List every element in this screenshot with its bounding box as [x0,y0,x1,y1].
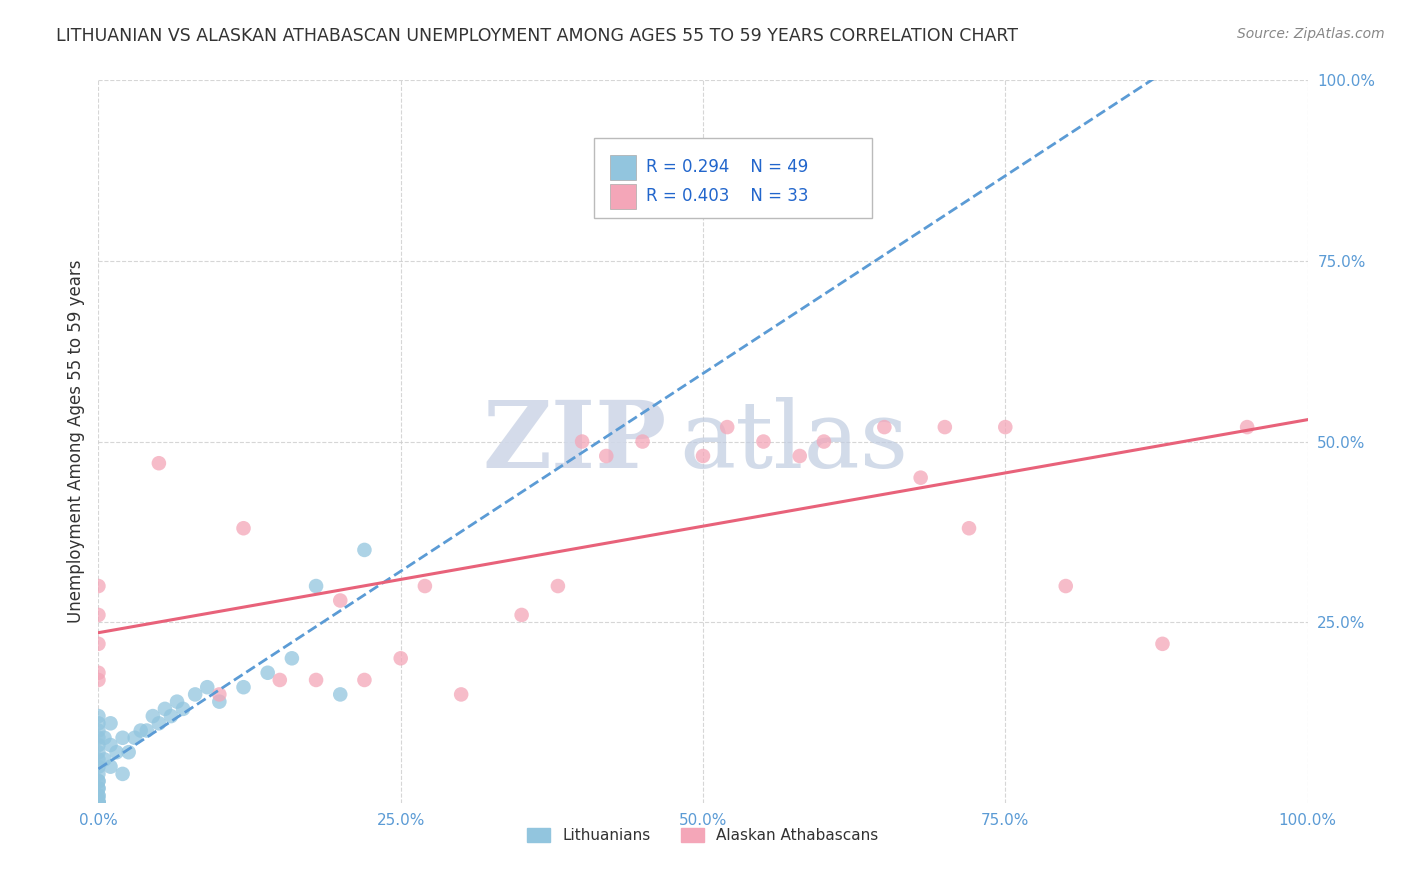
Point [87,792,110,806]
Point [153,702,176,716]
Point [142,709,165,723]
Point [118,745,141,759]
Point [510,607,533,622]
Point [87,637,110,651]
Y-axis label: Unemployment Among Ages 55 to 59 years: Unemployment Among Ages 55 to 59 years [66,260,84,624]
Point [87,607,110,622]
Point [111,731,134,745]
Text: ZIP: ZIP [482,397,666,486]
Point [87,796,110,810]
Point [87,673,110,687]
Text: R = 0.294    N = 49: R = 0.294 N = 49 [647,158,808,176]
Point [166,695,188,709]
Point [329,593,352,607]
Text: Source: ZipAtlas.com: Source: ZipAtlas.com [1237,27,1385,41]
Point [93,752,115,766]
Point [184,687,207,701]
Point [994,420,1017,434]
Point [87,665,110,680]
Point [789,449,811,463]
Point [93,731,115,745]
Point [934,420,956,434]
Point [87,723,110,738]
Point [148,456,170,470]
Text: R = 0.403    N = 33: R = 0.403 N = 33 [647,187,808,205]
Point [813,434,835,449]
Point [716,420,738,434]
Point [124,731,146,745]
Point [160,709,183,723]
Point [232,680,254,694]
FancyBboxPatch shape [595,138,872,218]
Point [172,702,194,716]
Point [87,789,110,803]
Point [87,796,110,810]
Point [1152,637,1174,651]
Point [87,796,110,810]
Point [87,767,110,781]
Point [87,738,110,752]
Point [129,723,152,738]
Point [208,695,231,709]
Point [100,738,122,752]
Point [100,716,122,731]
Point [87,745,110,759]
Point [87,709,110,723]
Point [87,781,110,796]
Point [692,449,714,463]
Point [1236,420,1258,434]
Point [413,579,436,593]
Point [910,470,932,484]
Point [305,579,328,593]
Text: atlas: atlas [679,397,908,486]
Point [353,542,375,557]
Point [571,434,593,449]
Point [87,752,110,766]
Point [208,687,231,701]
Point [87,716,110,731]
Point [135,723,157,738]
Point [873,420,896,434]
Point [87,774,110,789]
Point [87,579,110,593]
Point [752,434,775,449]
Point [631,434,654,449]
Point [450,687,472,701]
Point [389,651,412,665]
Point [87,796,110,810]
FancyBboxPatch shape [610,185,637,209]
Point [148,716,170,731]
Point [256,665,278,680]
Text: LITHUANIAN VS ALASKAN ATHABASCAN UNEMPLOYMENT AMONG AGES 55 TO 59 YEARS CORRELAT: LITHUANIAN VS ALASKAN ATHABASCAN UNEMPLO… [56,27,1018,45]
Point [87,796,110,810]
Point [232,521,254,535]
Point [87,731,110,745]
Point [329,687,352,701]
Point [547,579,569,593]
Point [195,680,218,694]
Point [353,673,375,687]
Point [269,673,291,687]
Point [111,767,134,781]
Point [87,774,110,789]
Point [87,796,110,810]
Point [305,673,328,687]
Legend: Lithuanians, Alaskan Athabascans: Lithuanians, Alaskan Athabascans [522,822,884,849]
Point [957,521,980,535]
Point [1054,579,1077,593]
Point [87,760,110,774]
Point [87,781,110,796]
Point [281,651,304,665]
Point [595,449,617,463]
Point [100,760,122,774]
Point [105,745,128,759]
FancyBboxPatch shape [610,155,637,180]
Point [87,789,110,803]
